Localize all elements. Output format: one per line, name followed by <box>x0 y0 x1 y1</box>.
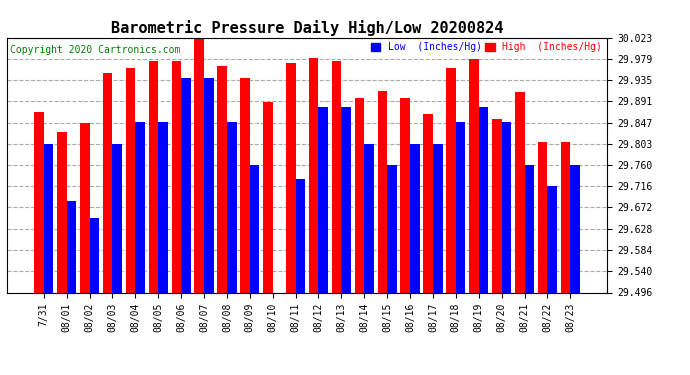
Bar <box>446 68 456 292</box>
Bar <box>469 59 479 292</box>
Bar <box>286 63 295 292</box>
Bar <box>295 179 305 292</box>
Bar <box>250 165 259 292</box>
Bar <box>126 68 135 292</box>
Bar <box>342 107 351 292</box>
Bar <box>515 92 524 292</box>
Bar <box>57 132 67 292</box>
Bar <box>135 122 145 292</box>
Bar <box>112 144 122 292</box>
Bar <box>181 78 190 292</box>
Bar <box>364 144 374 292</box>
Legend: Low  (Inches/Hg), High  (Inches/Hg): Low (Inches/Hg), High (Inches/Hg) <box>366 39 607 56</box>
Bar <box>309 58 319 292</box>
Bar <box>67 201 77 292</box>
Bar <box>217 66 227 292</box>
Bar <box>195 39 204 292</box>
Bar <box>80 123 90 292</box>
Text: Copyright 2020 Cartronics.com: Copyright 2020 Cartronics.com <box>10 45 180 55</box>
Bar <box>456 122 466 292</box>
Bar <box>204 78 214 292</box>
Bar <box>355 98 364 292</box>
Bar <box>172 61 181 292</box>
Title: Barometric Pressure Daily High/Low 20200824: Barometric Pressure Daily High/Low 20200… <box>111 20 503 36</box>
Bar <box>387 165 397 292</box>
Bar <box>547 186 557 292</box>
Bar <box>502 122 511 292</box>
Bar <box>158 122 168 292</box>
Bar <box>479 107 489 292</box>
Bar <box>240 78 250 292</box>
Bar <box>332 61 342 292</box>
Bar <box>34 111 43 292</box>
Bar <box>43 144 53 292</box>
Bar <box>148 61 158 292</box>
Bar <box>319 107 328 292</box>
Bar <box>410 144 420 292</box>
Bar <box>433 144 442 292</box>
Bar <box>524 165 534 292</box>
Bar <box>90 218 99 292</box>
Bar <box>377 91 387 292</box>
Bar <box>538 141 547 292</box>
Bar <box>561 141 571 292</box>
Bar <box>103 73 112 292</box>
Bar <box>400 98 410 292</box>
Bar <box>227 122 237 292</box>
Bar <box>424 114 433 292</box>
Bar <box>492 119 502 292</box>
Bar <box>263 102 273 292</box>
Bar <box>571 165 580 292</box>
